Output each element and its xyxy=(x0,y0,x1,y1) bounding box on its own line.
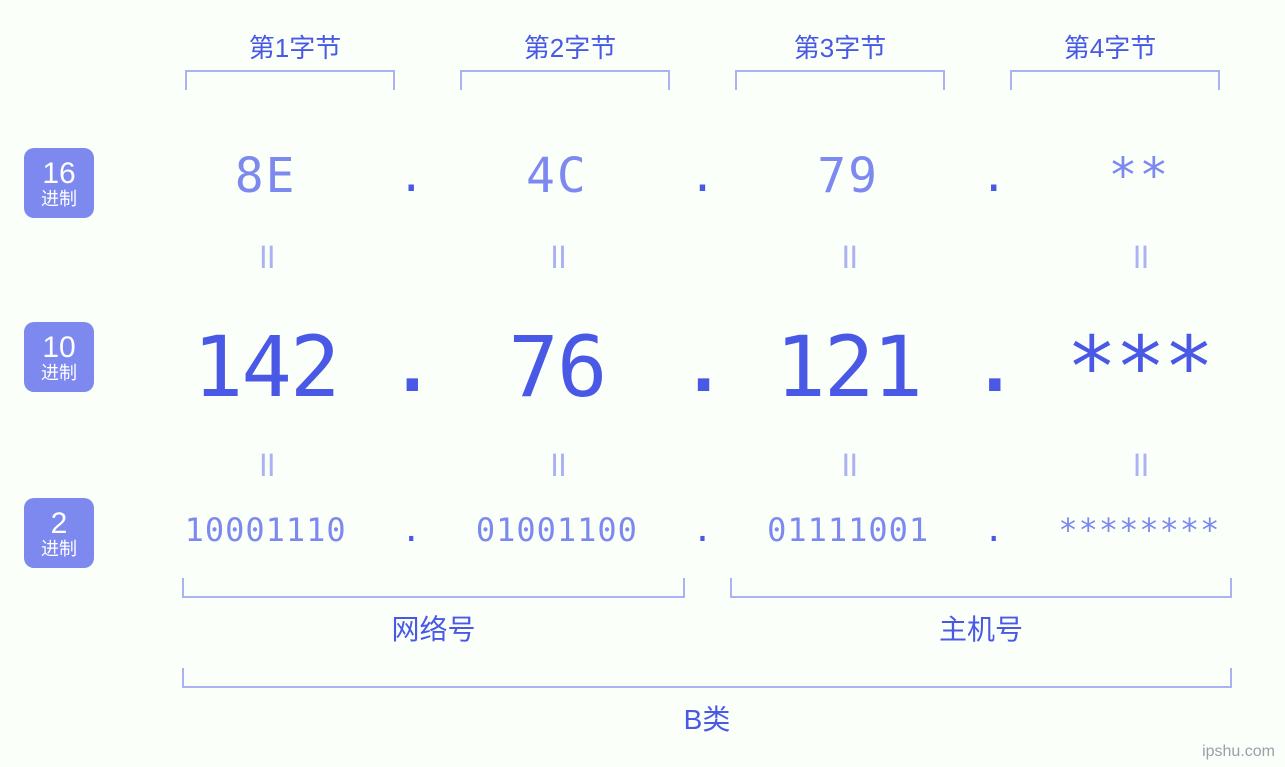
row-hex: 8E . 4C . 79 . ** xyxy=(140,148,1265,204)
bottom-label-host: 主机号 xyxy=(730,608,1232,648)
radix-num-dec: 10 xyxy=(24,331,94,364)
equals-icon: ॥ xyxy=(1014,230,1265,279)
dec-byte-1: 142 xyxy=(140,318,391,416)
equals-icon: ॥ xyxy=(1014,438,1265,487)
radix-badge-hex: 16 进制 xyxy=(24,148,94,218)
bottom-bracket-network xyxy=(182,578,685,598)
dot-icon: . xyxy=(391,151,431,202)
radix-num-hex: 16 xyxy=(24,157,94,190)
bin-byte-3: 01111001 xyxy=(723,511,974,549)
bin-byte-4: ******** xyxy=(1014,511,1265,549)
class-label: B类 xyxy=(182,698,1232,738)
radix-num-bin: 2 xyxy=(24,507,94,540)
row-bin: 10001110 . 01001100 . 01111001 . *******… xyxy=(140,510,1265,550)
dot-icon: . xyxy=(391,510,431,550)
dot-icon: . xyxy=(683,326,723,408)
equals-icon: ॥ xyxy=(723,438,974,487)
row-dec: 142 . 76 . 121 . *** xyxy=(140,318,1265,416)
equals-icon: ॥ xyxy=(431,438,682,487)
equals-row-top: ॥ ॥ ॥ ॥ xyxy=(140,230,1265,279)
dec-byte-4: *** xyxy=(1014,318,1265,416)
byte-header-1: 第1字节 xyxy=(165,28,425,65)
dot-icon: . xyxy=(391,326,431,408)
equals-icon: ॥ xyxy=(140,230,391,279)
radix-label-bin: 进制 xyxy=(24,540,94,560)
top-bracket-4 xyxy=(1010,70,1220,90)
equals-row-bot: ॥ ॥ ॥ ॥ xyxy=(140,438,1265,487)
equals-icon: ॥ xyxy=(723,230,974,279)
dot-icon: . xyxy=(974,151,1014,202)
dot-icon: . xyxy=(683,510,723,550)
dot-icon: . xyxy=(974,326,1014,408)
byte-header-2: 第2字节 xyxy=(440,28,700,65)
bottom-bracket-host xyxy=(730,578,1232,598)
radix-badge-dec: 10 进制 xyxy=(24,322,94,392)
top-bracket-1 xyxy=(185,70,395,90)
watermark-text: ipshu.com xyxy=(1202,743,1275,761)
radix-label-hex: 进制 xyxy=(24,190,94,210)
byte-header-4: 第4字节 xyxy=(980,28,1240,65)
top-bracket-2 xyxy=(460,70,670,90)
hex-byte-4: ** xyxy=(1014,148,1265,204)
dot-icon: . xyxy=(974,510,1014,550)
bin-byte-1: 10001110 xyxy=(140,511,391,549)
radix-badge-bin: 2 进制 xyxy=(24,498,94,568)
bottom-label-network: 网络号 xyxy=(182,608,685,648)
class-bracket xyxy=(182,668,1232,688)
equals-icon: ॥ xyxy=(431,230,682,279)
hex-byte-3: 79 xyxy=(723,148,974,204)
dec-byte-2: 76 xyxy=(431,318,682,416)
bin-byte-2: 01001100 xyxy=(431,511,682,549)
byte-header-3: 第3字节 xyxy=(710,28,970,65)
dot-icon: . xyxy=(683,151,723,202)
hex-byte-1: 8E xyxy=(140,148,391,204)
hex-byte-2: 4C xyxy=(431,148,682,204)
radix-label-dec: 进制 xyxy=(24,364,94,384)
equals-icon: ॥ xyxy=(140,438,391,487)
diagram-container: 第1字节 第2字节 第3字节 第4字节 16 进制 10 进制 2 进制 8E … xyxy=(0,0,1285,767)
dec-byte-3: 121 xyxy=(723,318,974,416)
top-bracket-3 xyxy=(735,70,945,90)
